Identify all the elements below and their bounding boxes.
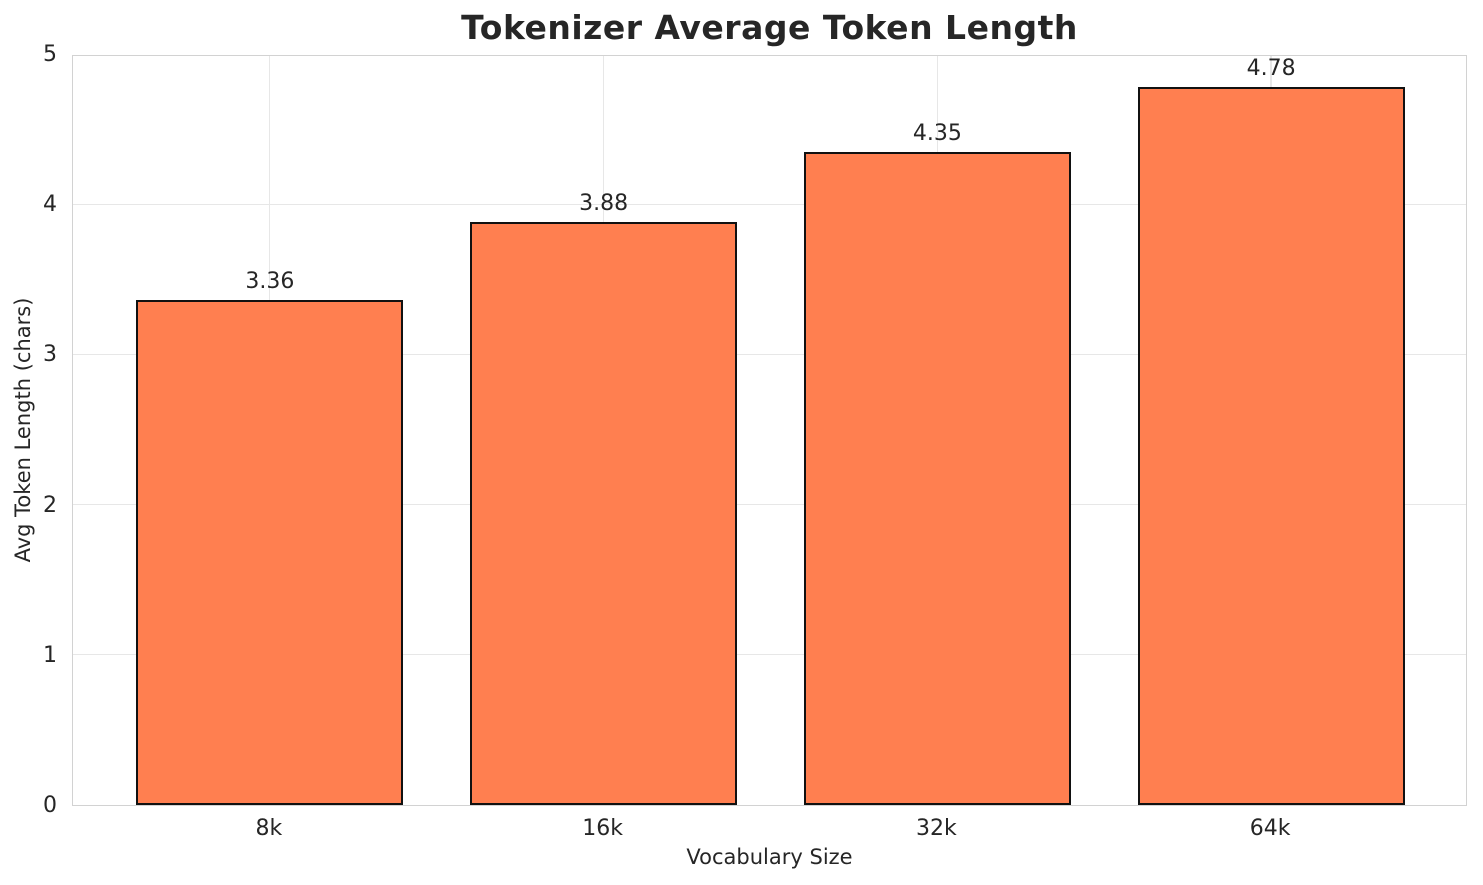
x-axis-label: Vocabulary Size xyxy=(686,845,853,869)
gridline-horizontal xyxy=(73,504,1466,506)
chart-title: Tokenizer Average Token Length xyxy=(461,8,1078,47)
bar-value-label: 4.78 xyxy=(1246,56,1296,82)
y-tick-label: 0 xyxy=(43,793,57,818)
y-tick-label: 2 xyxy=(43,492,57,518)
x-tick-label: 8k xyxy=(255,816,283,841)
x-tick-label: 16k xyxy=(582,816,623,841)
bar-16k xyxy=(470,222,738,805)
gridline-horizontal xyxy=(73,654,1466,656)
plot-area: 3.36 3.88 4.35 4.78 xyxy=(72,55,1467,806)
bar-32k xyxy=(803,151,1071,805)
bar-value-label: 3.36 xyxy=(245,269,295,295)
bar-value-label: 3.88 xyxy=(579,191,629,217)
y-tick-label: 3 xyxy=(43,342,57,368)
y-tick-label: 4 xyxy=(43,192,57,218)
y-tick-label: 5 xyxy=(43,42,57,67)
x-tick-label: 64k xyxy=(1249,816,1291,841)
x-tick-label: 32k xyxy=(915,816,957,841)
bar-8k xyxy=(136,300,404,805)
gridline-horizontal xyxy=(73,203,1466,205)
y-tick-label: 1 xyxy=(43,642,57,668)
gridline-horizontal xyxy=(73,353,1466,355)
bar-value-label: 4.35 xyxy=(912,120,962,146)
bar-64k xyxy=(1137,87,1405,805)
y-axis-label: Avg Token Length (chars) xyxy=(11,297,35,563)
